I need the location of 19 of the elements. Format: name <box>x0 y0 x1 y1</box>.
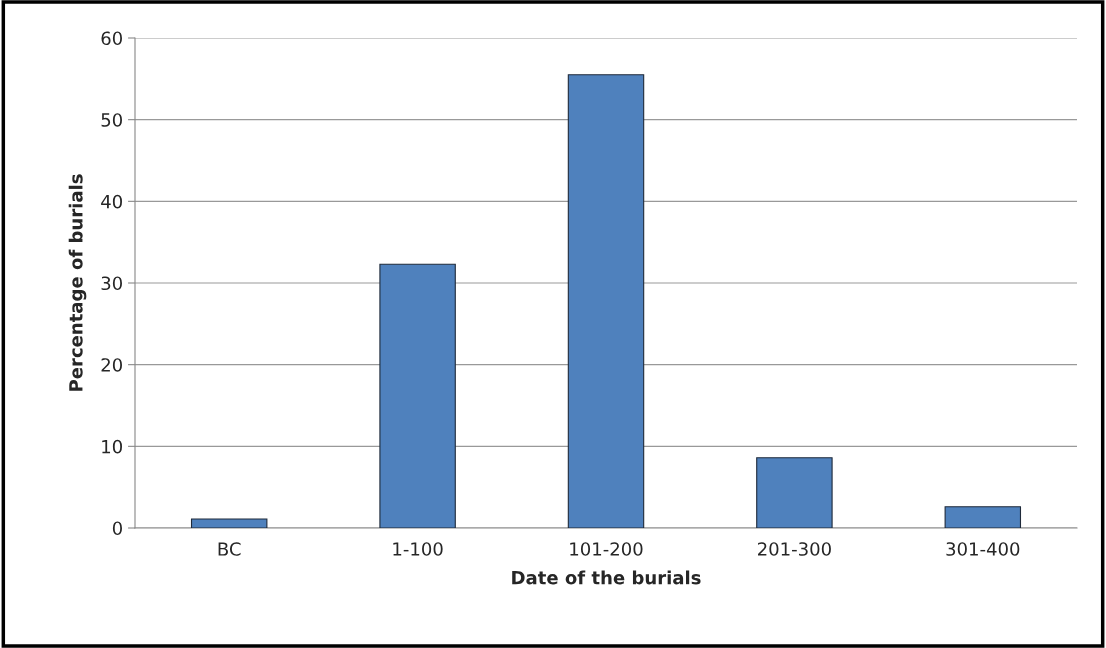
y-axis-title: Percentage of burials <box>68 174 87 391</box>
bar <box>567 74 645 528</box>
y-tick-label: 0 <box>112 521 122 536</box>
bar <box>756 457 833 528</box>
y-tick-label: 30 <box>101 276 122 291</box>
bar <box>944 506 1022 528</box>
x-tick-label: 101-200 <box>570 542 643 556</box>
y-tick-label: 10 <box>102 439 122 454</box>
x-tick-label: BC <box>218 542 241 556</box>
y-tick-label: 60 <box>101 31 122 46</box>
y-tick-label: 40 <box>101 194 122 209</box>
bar <box>379 263 456 528</box>
y-tick-label: 20 <box>101 358 122 372</box>
y-tick-label: 50 <box>101 113 122 127</box>
x-axis-title: Date of the burials <box>512 570 701 585</box>
x-tick-label: 201-300 <box>758 542 831 556</box>
x-tick-label: 1-100 <box>393 542 443 556</box>
bar <box>190 518 268 528</box>
x-tick-label: 301-400 <box>946 542 1020 556</box>
